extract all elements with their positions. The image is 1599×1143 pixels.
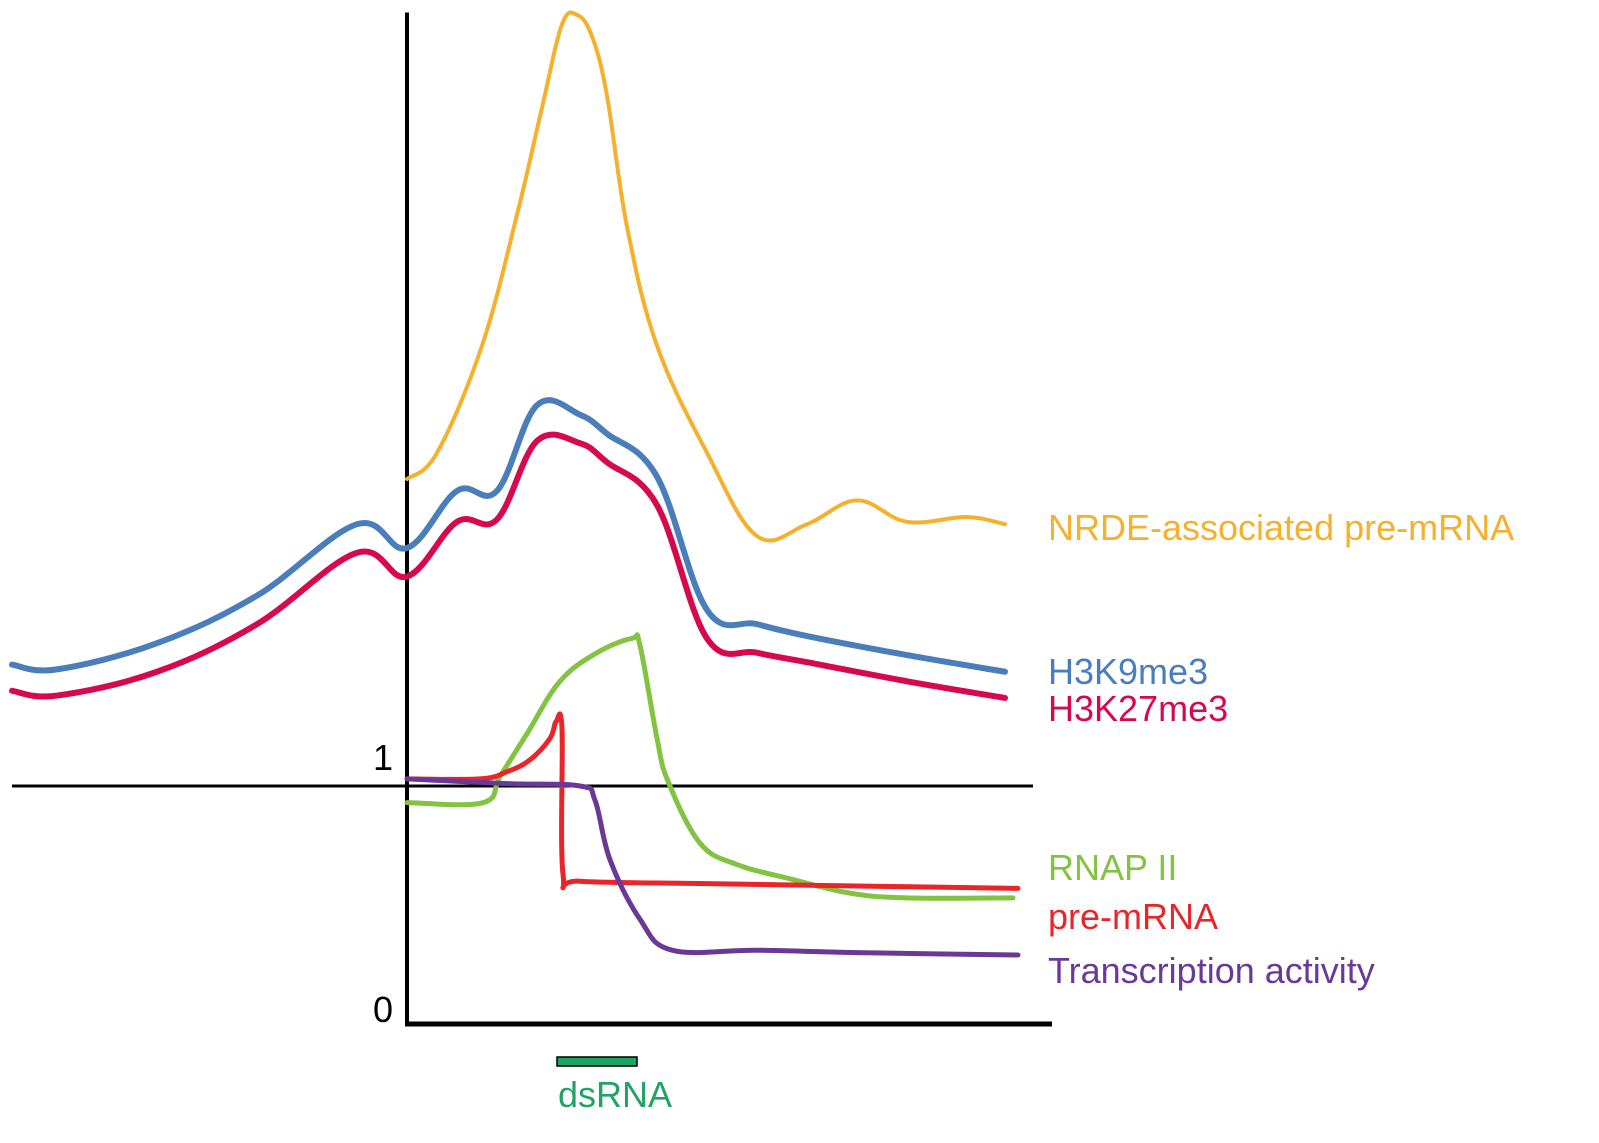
legend-label-h3k27me3: H3K27me3 [1048,688,1228,729]
legend-label-nrde-associated-pre-mrna: NRDE-associated pre-mRNA [1048,507,1514,548]
series-line-pre-mrna [404,711,1021,891]
legend: NRDE-associated pre-mRNA H3K9me3 H3K27me… [1048,507,1514,991]
y-tick-label-0: 0 [373,989,393,1030]
dsrna-annotation: dsRNA [556,1056,672,1115]
series-line-rnap-ii [404,632,1016,901]
series-line-nrde-associated-pre-mrna [405,10,1007,543]
series-line-h3k9me3 [9,397,1008,675]
axes: 0 1 [12,12,1052,1030]
legend-label-pre-mrna: pre-mRNA [1048,896,1218,937]
series-line-h3k27me3 [9,431,1008,701]
dsrna-bar [556,1056,638,1067]
y-tick-label-1: 1 [373,737,393,778]
dsrna-label: dsRNA [558,1074,672,1115]
legend-label-transcription-activity: Transcription activity [1048,950,1375,991]
legend-label-h3k9me3: H3K9me3 [1048,651,1208,692]
series-line-transcription-activity [404,776,1021,958]
legend-label-rnap-ii: RNAP II [1048,847,1177,888]
series-layer [9,10,1021,958]
